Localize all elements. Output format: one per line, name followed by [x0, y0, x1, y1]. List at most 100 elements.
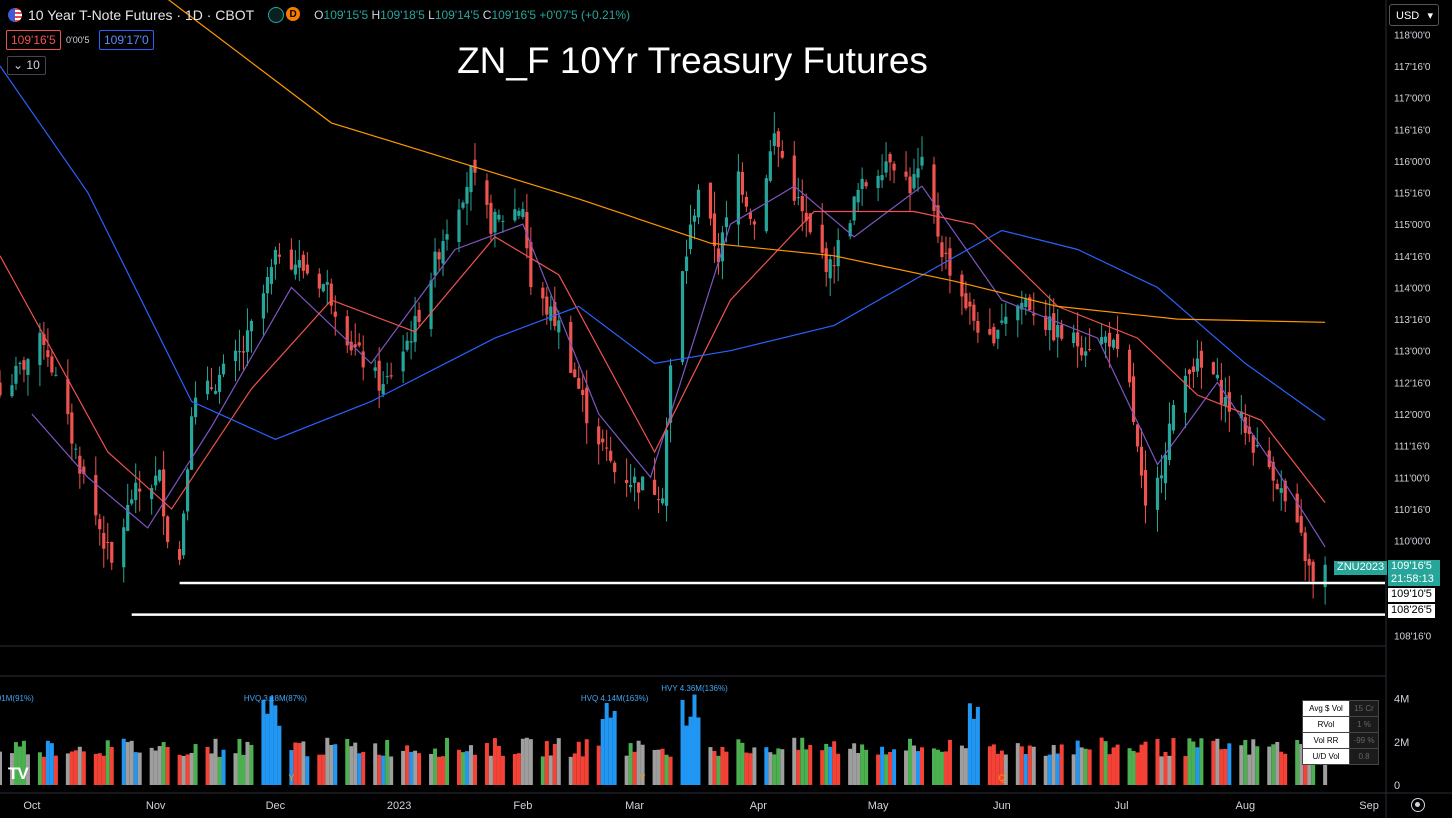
candle-body — [1048, 316, 1052, 331]
volume-bars-layer — [0, 694, 1328, 785]
volume-bar — [345, 738, 350, 785]
volume-bar — [959, 745, 964, 785]
volume-bar — [768, 752, 773, 785]
candle-body — [1127, 349, 1132, 383]
price-tick-label: 116'16'0 — [1394, 125, 1431, 136]
price-tick-label: 111'00'0 — [1394, 473, 1430, 484]
candle-body — [42, 334, 46, 345]
candle-body — [1044, 315, 1048, 330]
candle-body — [485, 180, 489, 205]
volume-bar — [209, 753, 214, 785]
volume-bar — [149, 747, 154, 785]
candle-body — [349, 341, 353, 351]
candle-body — [1060, 324, 1064, 339]
candle-body — [1104, 336, 1108, 343]
candle-body — [932, 164, 936, 211]
candle-body — [1084, 351, 1088, 356]
candle-body — [996, 329, 1000, 339]
candle-body — [573, 369, 577, 378]
volume-bar — [77, 746, 82, 785]
price-tick-label: 112'00'0 — [1394, 410, 1431, 421]
volume-bar — [904, 750, 909, 785]
sell-price-button[interactable]: 109'16'5 — [6, 30, 61, 50]
candle-body — [912, 174, 916, 189]
volume-bar — [708, 747, 713, 785]
volume-bar — [217, 756, 222, 785]
price-tick-label: 110'16'0 — [1394, 505, 1431, 516]
candle-body — [158, 469, 162, 481]
candle-body — [1279, 488, 1283, 493]
candle-body — [972, 304, 976, 321]
candle-body — [413, 316, 417, 343]
volume-bar — [712, 750, 717, 785]
candle-body — [221, 363, 226, 375]
market-status[interactable]: D — [268, 7, 301, 23]
volume-bar — [624, 755, 629, 785]
volume-bar — [720, 747, 725, 785]
volume-bar — [608, 717, 613, 785]
candle-body — [265, 276, 270, 294]
indicator-collapse-button[interactable]: ⌄ 10 — [7, 56, 46, 75]
volume-bar — [205, 746, 210, 785]
time-tick-label: Sep — [1359, 800, 1379, 812]
volume-bar — [796, 749, 801, 785]
candle-body — [1028, 297, 1032, 311]
candle-body — [944, 252, 948, 254]
volume-bar — [125, 742, 130, 785]
volume-bar — [137, 752, 142, 785]
candle-body — [824, 248, 828, 272]
volume-bar — [133, 752, 138, 785]
candle-body — [976, 320, 980, 333]
settings-gear-icon[interactable] — [1411, 798, 1425, 812]
volume-bar — [437, 756, 442, 785]
candle-body — [345, 316, 349, 346]
candle-body — [1004, 316, 1008, 324]
volume-bar — [600, 718, 605, 785]
candle-body — [696, 189, 701, 218]
volume-bar — [716, 755, 721, 785]
price-tick-label: 112'16'0 — [1394, 378, 1431, 389]
buy-price-button[interactable]: 109'17'0 — [99, 30, 154, 50]
volume-bar — [736, 739, 741, 785]
volume-bar — [892, 749, 897, 785]
candle-body — [78, 455, 82, 474]
candle-body — [708, 182, 713, 219]
volume-bar — [512, 754, 517, 785]
time-tick-label: May — [868, 800, 889, 812]
volume-bar — [165, 746, 170, 785]
volume-bar — [1055, 753, 1060, 785]
volume-bar — [321, 754, 326, 785]
volume-bar — [1275, 741, 1280, 785]
candle-body — [856, 189, 860, 203]
volume-bar — [664, 754, 669, 785]
candle-body — [716, 248, 721, 263]
vol-row: U/D Vol 0.8 — [1302, 748, 1379, 765]
volume-bar — [249, 744, 254, 785]
tradingview-logo[interactable]: TV — [8, 764, 29, 783]
volume-bar — [856, 752, 861, 785]
price-tick-label: 115'00'0 — [1394, 220, 1431, 231]
volume-bar — [213, 738, 218, 785]
volume-bar — [500, 755, 505, 785]
candle-body — [1020, 302, 1024, 310]
volume-bar — [1167, 755, 1172, 785]
candle-body — [1171, 404, 1176, 431]
volume-bar — [361, 751, 366, 785]
volume-bar — [1103, 741, 1108, 785]
volume-bar — [1099, 737, 1104, 785]
candle-body — [38, 332, 42, 366]
candle-body — [389, 375, 393, 377]
symbol-title[interactable]: 10 Year T-Note Futures · 1D · CBOT — [28, 7, 255, 23]
volume-bar — [1227, 743, 1232, 785]
volume-bar — [612, 710, 617, 785]
volume-bar — [73, 750, 78, 785]
candle-body — [724, 217, 729, 228]
candle-body — [46, 350, 50, 358]
volume-bar — [468, 745, 473, 785]
volume-bar — [105, 740, 110, 785]
candle-body — [764, 178, 768, 232]
volume-bar — [604, 702, 609, 785]
volume-bar — [963, 748, 968, 785]
currency-select[interactable]: USD — [1389, 4, 1439, 27]
